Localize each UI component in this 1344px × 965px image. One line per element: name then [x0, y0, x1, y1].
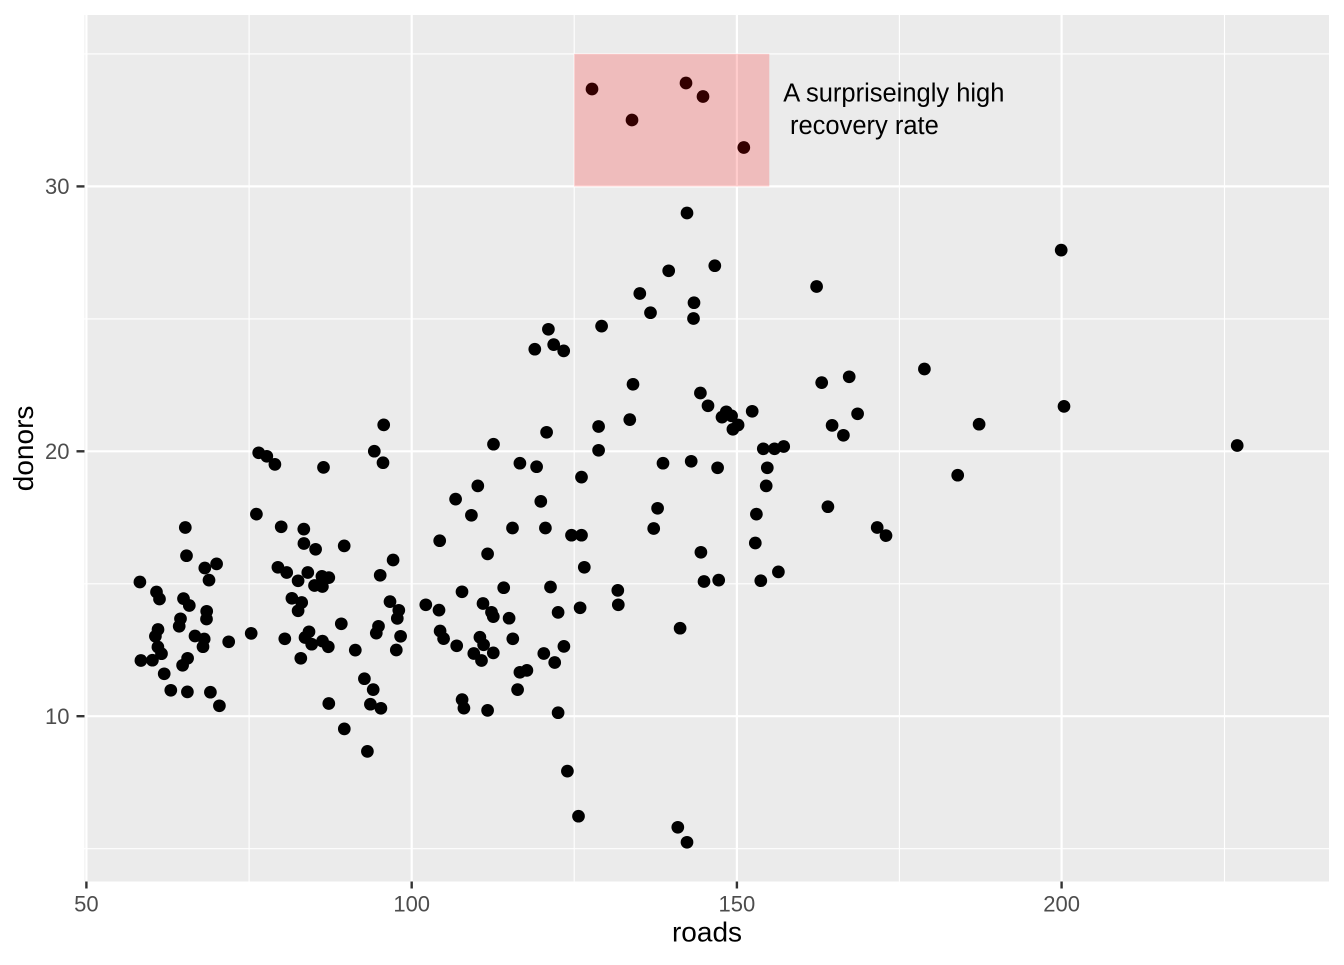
svg-text:200: 200: [1043, 892, 1080, 917]
svg-text:150: 150: [719, 892, 756, 917]
svg-text:donors: donors: [8, 406, 39, 492]
svg-text:roads: roads: [672, 917, 742, 948]
svg-text:10: 10: [45, 704, 69, 729]
svg-text:A surpriseingly high: A surpriseingly high: [783, 79, 1004, 107]
svg-text:20: 20: [45, 439, 69, 464]
svg-text:recovery rate: recovery rate: [790, 112, 939, 140]
svg-text:100: 100: [393, 892, 430, 917]
svg-text:50: 50: [74, 892, 98, 917]
svg-text:30: 30: [45, 174, 69, 199]
